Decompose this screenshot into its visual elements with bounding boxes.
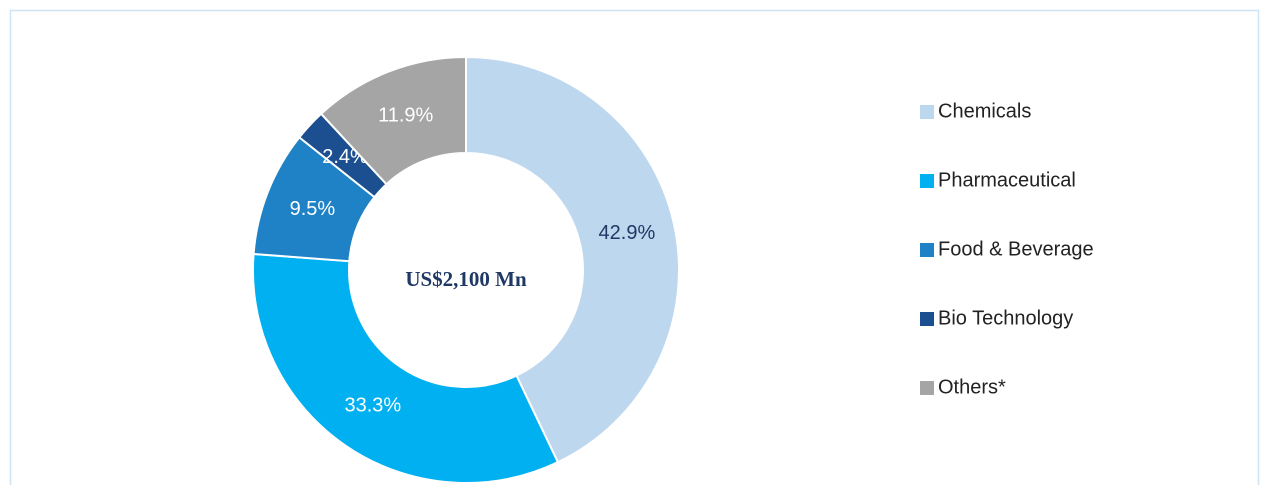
donut-slice: [252, 252, 560, 484]
data-label: 42.9%: [599, 222, 656, 244]
legend-swatch: [920, 174, 934, 188]
data-label: 11.9%: [378, 105, 433, 127]
legend-label: Pharmaceutical: [938, 169, 1076, 191]
donut-slice: [465, 55, 681, 464]
legend-label: Others*: [938, 376, 1006, 398]
data-label: 33.3%: [344, 394, 401, 416]
legend-swatch: [920, 381, 934, 395]
legend-swatch: [920, 105, 934, 119]
legend-swatch: [920, 243, 934, 257]
legend-label: Food & Beverage: [938, 238, 1094, 260]
data-label: 9.5%: [290, 198, 336, 220]
legend-label: Chemicals: [938, 100, 1031, 122]
legend-label: Bio Technology: [938, 307, 1073, 329]
legend-swatch: [920, 312, 934, 326]
chart-border: [9, 9, 1260, 485]
donut-slice: [319, 55, 467, 186]
center-label: US$2,100 Mn: [405, 267, 527, 291]
